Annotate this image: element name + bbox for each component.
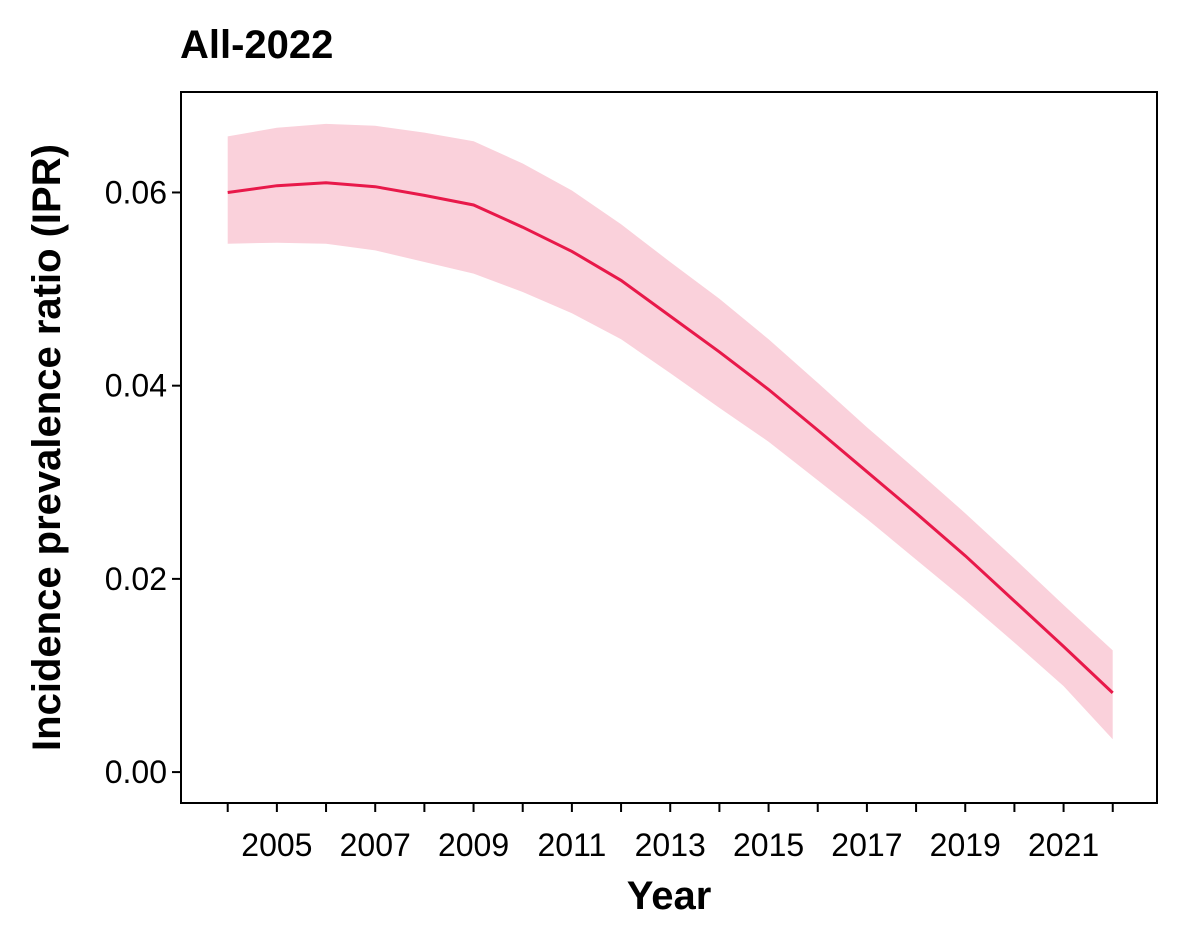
chart-title: All-2022 [180, 23, 333, 67]
x-tick-label: 2015 [733, 827, 804, 863]
x-tick-label: 2005 [241, 827, 312, 863]
x-tick-label: 2017 [831, 827, 902, 863]
plot-frame [180, 91, 1158, 804]
x-tick-label: 2011 [537, 827, 606, 863]
x-axis-title: Year [627, 874, 712, 918]
y-tick-label: 0.04 [105, 368, 167, 404]
x-tick-label: 2007 [340, 827, 411, 863]
y-tick-label: 0.02 [105, 561, 167, 597]
x-tick-label: 2009 [438, 827, 509, 863]
confidence-band [227, 123, 1113, 740]
x-tick-label: 2021 [1028, 827, 1099, 863]
series-line [227, 181, 1114, 694]
x-tick-label: 2013 [635, 827, 706, 863]
y-tick-label: 0.06 [105, 174, 167, 210]
y-axis: 0.00 0.02 0.04 0.06 [105, 174, 181, 790]
y-tick-label: 0.00 [105, 754, 167, 790]
y-axis-title: Incidence prevalence ratio (IPR) [25, 144, 69, 751]
x-axis: 2005 2007 2009 2011 2013 2015 2017 2019 2021 [226, 803, 1114, 863]
x-tick-label: 2019 [930, 827, 1001, 863]
